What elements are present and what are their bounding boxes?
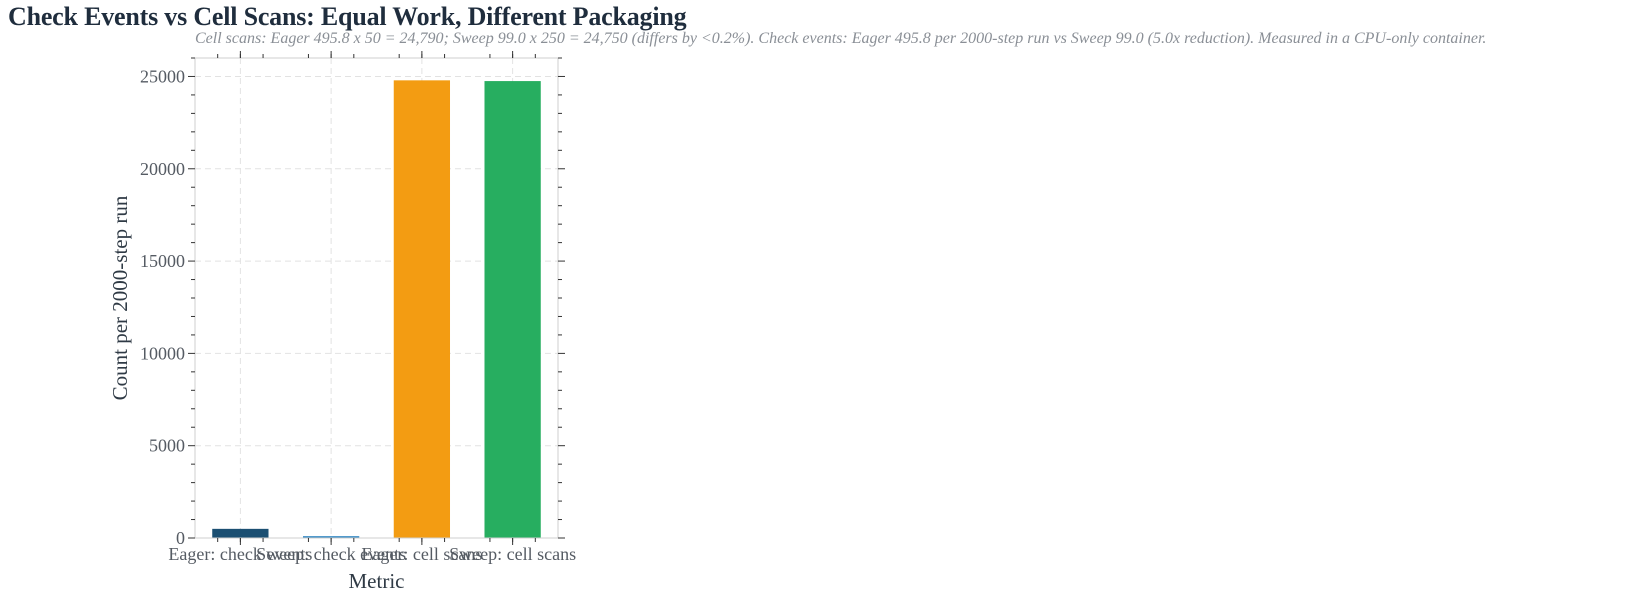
x-axis-label: Metric: [349, 569, 405, 593]
tick-labels: 0 5000 10000 15000 20000 25000 Eager: check ev…: [140, 66, 576, 564]
bar-4: [484, 81, 541, 539]
y-tick-label: 10000: [140, 343, 185, 363]
ticks: [188, 51, 565, 545]
x-tick-label: Sweep: cell scans: [449, 544, 576, 564]
x-tick-label: Eager: check events: [168, 544, 312, 564]
x-tick-label: Eager: cell scans: [361, 544, 482, 564]
y-tick-label: 0: [176, 528, 185, 548]
x-tick-label: Sweep: check events: [256, 544, 406, 564]
bar-1: [212, 528, 269, 538]
y-axis-label: Count per 2000-step run: [108, 195, 132, 400]
y-tick-label: 5000: [149, 436, 185, 456]
bar-3: [393, 80, 451, 538]
y-tick-label: 15000: [140, 251, 185, 271]
bar-2: [302, 536, 360, 538]
chart-title: Check Events vs Cell Scans: Equal Work, …: [8, 2, 687, 31]
y-tick-label: 25000: [140, 66, 185, 86]
bars: [212, 80, 541, 539]
y-tick-label: 20000: [140, 159, 185, 179]
chart-subtitle: Cell scans: Eager 495.8 x 50 = 24,790; S…: [195, 30, 1487, 47]
